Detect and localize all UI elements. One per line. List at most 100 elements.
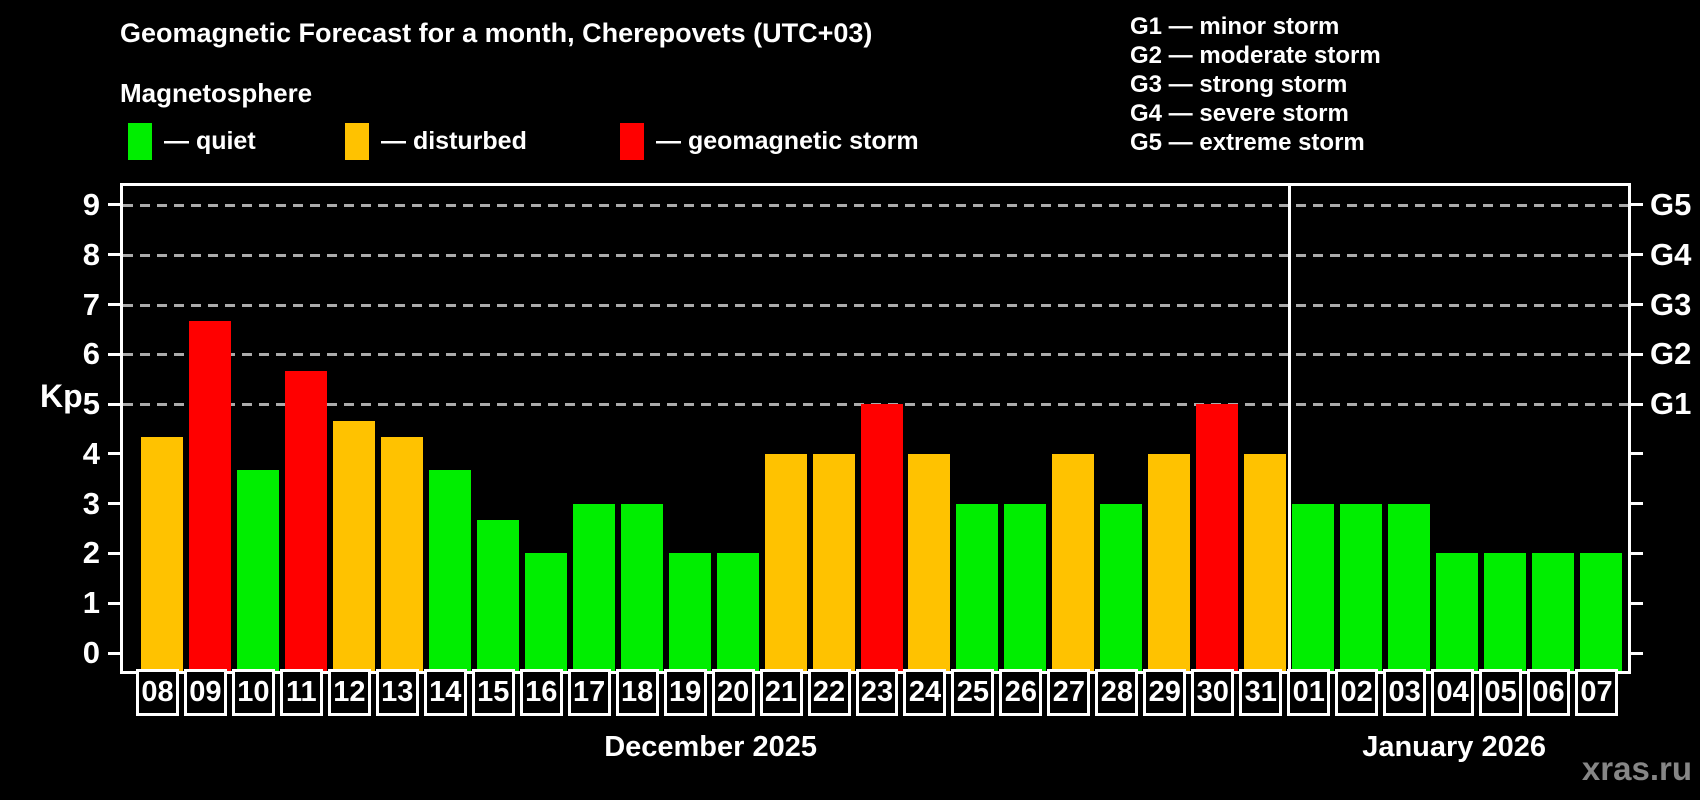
y-axis-tick-8 bbox=[108, 253, 120, 257]
bar-day-03 bbox=[1388, 503, 1431, 671]
right-axis-tick-5 bbox=[1631, 402, 1643, 406]
bar-day-08 bbox=[140, 437, 183, 671]
bar-day-06 bbox=[1532, 553, 1575, 671]
date-cell-05: 05 bbox=[1479, 669, 1523, 716]
storm-color-swatch bbox=[620, 123, 644, 160]
g-axis-label-g3: G3 bbox=[1650, 286, 1692, 322]
right-axis-tick-3 bbox=[1631, 502, 1643, 506]
date-cell-14: 14 bbox=[423, 669, 467, 716]
bar-day-30 bbox=[1196, 404, 1239, 671]
y-axis-tick-4 bbox=[108, 452, 120, 456]
date-cell-28: 28 bbox=[1095, 669, 1139, 716]
y-axis-tick-6 bbox=[108, 352, 120, 356]
y-axis-tick-label-7: 7 bbox=[82, 286, 100, 322]
date-cell-21: 21 bbox=[759, 669, 803, 716]
month-divider-line bbox=[1287, 186, 1291, 671]
g-legend-line-g2: G2 — moderate storm bbox=[1130, 42, 1381, 69]
date-cell-09: 09 bbox=[183, 669, 227, 716]
bar-day-19 bbox=[668, 553, 711, 671]
bar-day-11 bbox=[284, 370, 327, 671]
y-axis-tick-label-2: 2 bbox=[82, 535, 100, 571]
date-cell-02: 02 bbox=[1335, 669, 1379, 716]
bar-day-17 bbox=[572, 503, 615, 671]
disturbed-color-swatch bbox=[345, 123, 369, 160]
right-axis-tick-4 bbox=[1631, 452, 1643, 456]
g-legend-line-g3: G3 — strong storm bbox=[1130, 71, 1348, 98]
g-legend-line-g1: G1 — minor storm bbox=[1130, 13, 1340, 40]
bar-day-27 bbox=[1052, 453, 1095, 671]
date-cell-27: 27 bbox=[1047, 669, 1091, 716]
date-cell-07: 07 bbox=[1575, 669, 1618, 716]
date-cell-25: 25 bbox=[951, 669, 995, 716]
date-cell-24: 24 bbox=[903, 669, 947, 716]
y-axis-tick-7 bbox=[108, 303, 120, 307]
bar-day-14 bbox=[428, 470, 471, 671]
bar-day-31 bbox=[1244, 453, 1287, 671]
right-axis-tick-7 bbox=[1631, 303, 1643, 307]
bar-day-25 bbox=[956, 503, 999, 671]
bar-day-07 bbox=[1580, 553, 1623, 671]
bar-day-29 bbox=[1148, 453, 1191, 671]
y-axis-tick-label-9: 9 bbox=[82, 186, 100, 222]
y-axis-tick-label-1: 1 bbox=[82, 585, 100, 621]
bar-day-21 bbox=[764, 453, 807, 671]
legend-label-disturbed: — disturbed bbox=[381, 127, 527, 155]
bar-day-23 bbox=[860, 404, 903, 671]
date-cell-15: 15 bbox=[471, 669, 515, 716]
date-cell-30: 30 bbox=[1191, 669, 1235, 716]
bar-day-15 bbox=[476, 520, 519, 671]
date-cell-20: 20 bbox=[711, 669, 755, 716]
right-axis-tick-9 bbox=[1631, 203, 1643, 207]
date-cell-04: 04 bbox=[1431, 669, 1475, 716]
y-axis-tick-label-0: 0 bbox=[82, 635, 100, 670]
x-axis-date-row: 08 09 10 11 12 13 14 15 16 17 18 19 20 21 22 23 24 25 26 27… bbox=[120, 669, 1625, 716]
right-axis-tick-8 bbox=[1631, 253, 1643, 257]
bar-day-26 bbox=[1004, 503, 1047, 671]
quiet-color-swatch bbox=[128, 123, 152, 160]
y-axis-tick-2 bbox=[108, 551, 120, 555]
y-axis-tick-label-3: 3 bbox=[82, 485, 100, 521]
bar-day-09 bbox=[188, 320, 231, 671]
y-axis-tick-9 bbox=[108, 203, 120, 207]
date-cell-17: 17 bbox=[567, 669, 611, 716]
y-axis-tick-label-5: 5 bbox=[82, 386, 100, 422]
legend-item-disturbed: — disturbed bbox=[345, 123, 527, 160]
y-axis-tick-0 bbox=[108, 651, 120, 655]
date-cell-03: 03 bbox=[1383, 669, 1427, 716]
y-axis-tick-label-4: 4 bbox=[82, 435, 100, 471]
legend-label-quiet: — quiet bbox=[164, 127, 256, 155]
date-cell-01: 01 bbox=[1287, 669, 1331, 716]
legend-label-storm: — geomagnetic storm bbox=[656, 127, 919, 155]
date-cell-11: 11 bbox=[279, 669, 323, 716]
right-axis-tick-0 bbox=[1631, 651, 1643, 655]
legend-item-storm: — geomagnetic storm bbox=[620, 123, 919, 160]
y-axis-title: Kp bbox=[40, 378, 83, 414]
bar-day-04 bbox=[1436, 553, 1479, 671]
date-cell-23: 23 bbox=[855, 669, 899, 716]
bar-day-05 bbox=[1484, 553, 1527, 671]
bar-day-24 bbox=[908, 453, 951, 671]
date-cell-29: 29 bbox=[1143, 669, 1187, 716]
gridline-kp6 bbox=[123, 353, 1628, 357]
g-legend-line-g5: G5 — extreme storm bbox=[1130, 129, 1365, 156]
g-axis-label-g5: G5 bbox=[1650, 186, 1692, 222]
gridline-kp9 bbox=[123, 203, 1628, 207]
date-cell-18: 18 bbox=[615, 669, 659, 716]
month-label-january: January 2026 bbox=[1362, 731, 1546, 763]
g-axis-label-g1: G1 bbox=[1650, 386, 1692, 422]
gridline-kp7 bbox=[123, 303, 1628, 307]
date-cell-13: 13 bbox=[375, 669, 419, 716]
date-cell-16: 16 bbox=[519, 669, 563, 716]
month-label-december: December 2025 bbox=[604, 731, 818, 763]
date-cell-22: 22 bbox=[807, 669, 851, 716]
date-cell-08: 08 bbox=[136, 669, 179, 716]
watermark: xras.ru bbox=[1581, 750, 1692, 787]
bar-day-02 bbox=[1340, 503, 1383, 671]
right-axis-tick-6 bbox=[1631, 352, 1643, 356]
right-axis-tick-2 bbox=[1631, 551, 1643, 555]
g-axis-label-g2: G2 bbox=[1650, 336, 1692, 372]
g-legend-line-g4: G4 — severe storm bbox=[1130, 100, 1349, 127]
date-cell-10: 10 bbox=[231, 669, 275, 716]
bar-day-12 bbox=[332, 420, 375, 671]
bar-day-18 bbox=[620, 503, 663, 671]
